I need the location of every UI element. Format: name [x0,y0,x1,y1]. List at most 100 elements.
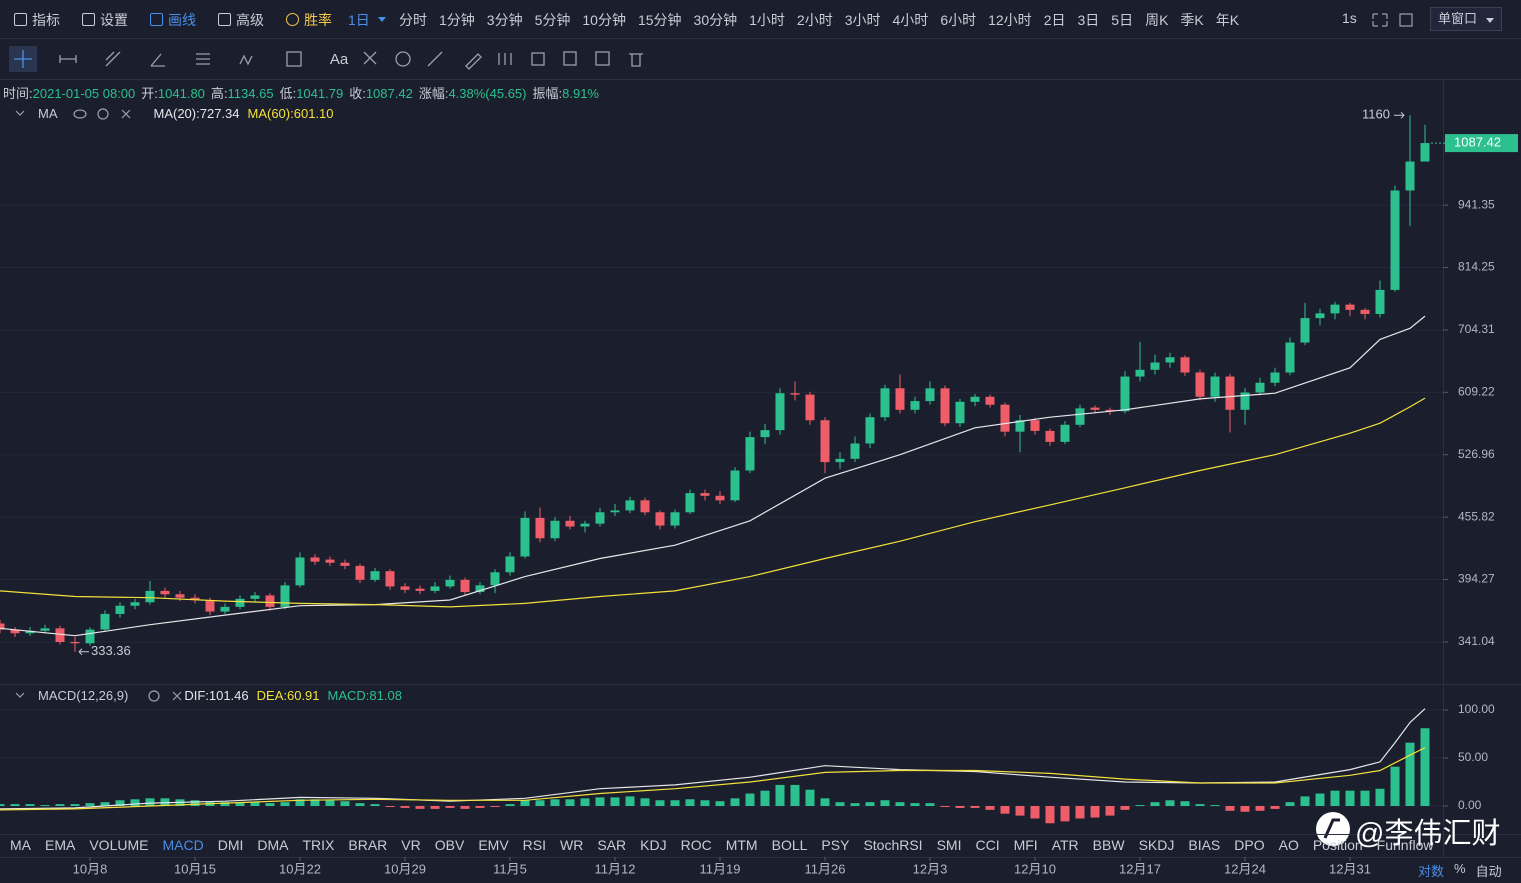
candle-body [430,586,440,591]
indicator-tab[interactable]: TRIX [302,837,335,853]
angle-tool[interactable] [150,53,165,67]
indicator-tab[interactable]: DMA [257,837,289,853]
indicator-tab[interactable]: BIAS [1188,837,1221,853]
tool-button[interactable]: 设置 [82,10,128,30]
indicator-tab[interactable]: BOLL [771,837,808,853]
macd-bar [85,803,95,807]
period-button[interactable]: 3小时 [844,12,881,28]
copy-tool[interactable] [563,51,577,66]
indicator-tab[interactable]: ROC [680,837,712,853]
settings-icon[interactable] [97,108,109,120]
popout-icon[interactable] [1399,13,1413,27]
period-button[interactable]: 3分钟 [486,12,523,28]
period-button[interactable]: 2日 [1043,12,1066,28]
brush-tool[interactable] [465,53,482,70]
indicator-tab[interactable]: SKDJ [1138,837,1175,853]
indicator-tab[interactable]: MFI [1013,837,1038,853]
period-button[interactable]: 5分钟 [534,12,571,28]
settings-icon[interactable] [148,690,160,702]
period-button[interactable]: 分时 [399,12,427,28]
period-button[interactable]: 30分钟 [693,12,738,28]
x-tick-label: 12月31 [1329,861,1371,876]
collapse-icon[interactable] [15,692,25,698]
indicator-tab[interactable]: MACD [162,837,204,853]
indicator-tab[interactable]: EMV [478,837,509,853]
indicator-tab[interactable]: StochRSI [863,837,923,853]
hide-tool[interactable] [595,51,610,66]
text-tool[interactable]: Aa [330,51,349,68]
candle-body [1210,376,1220,397]
macd-bar [910,803,920,807]
indicator-tab[interactable]: MA [10,837,31,853]
period-button[interactable]: 季K [1180,12,1204,28]
indicator-tab[interactable]: ATR [1051,837,1079,853]
period-button[interactable]: 4小时 [892,12,929,28]
axis-mode[interactable]: % [1454,861,1466,876]
collapse-icon[interactable] [15,110,25,116]
indicator-tab[interactable]: BBW [1092,837,1125,853]
speed[interactable]: 1s [1342,10,1357,26]
macd-bar [1120,806,1130,810]
period-button[interactable]: 15分钟 [637,12,682,28]
indicator-tab[interactable]: PSY [821,837,850,853]
indicator-tab[interactable]: DMI [217,837,244,853]
macd-bar [355,803,365,807]
period-button[interactable]: 1小时 [749,12,785,28]
period-button[interactable]: 5日 [1111,12,1134,28]
measure-tool[interactable] [427,51,443,67]
period-button[interactable]: 6小时 [940,12,977,28]
close-icon[interactable] [172,691,182,701]
indicator-tab[interactable]: VR [401,837,421,853]
window-select[interactable]: 单窗口 [1430,7,1502,31]
period-button[interactable]: 2小时 [796,12,833,28]
indicator-tab[interactable]: WR [560,837,584,853]
macd-bar [700,800,710,807]
x-tick-label: 11月5 [493,861,527,876]
delete-tool[interactable] [629,53,643,67]
macd-bar [595,797,605,807]
tool-button[interactable]: 画线 [150,10,196,30]
eye-icon[interactable] [73,109,87,119]
pattern-tool[interactable] [363,51,377,65]
drawing-tools[interactable] [9,46,643,72]
tool-button[interactable]: 指标 [14,10,60,30]
crosshair-tool[interactable] [14,50,32,68]
fullscreen-icon[interactable] [1372,13,1388,27]
channel-tool[interactable] [196,53,210,65]
close-icon[interactable] [121,109,131,119]
indicator-tab[interactable]: AO [1278,837,1299,853]
magnet-tool[interactable] [395,51,411,67]
period-button[interactable]: 10分钟 [582,12,626,28]
tool-button[interactable]: 高级 [218,10,264,30]
indicator-tab[interactable]: DPO [1234,837,1265,853]
tool-button[interactable]: 胜率 [286,10,332,30]
indicator-tab[interactable]: BRAR [348,837,388,853]
indicator-tab[interactable]: EMA [45,837,76,853]
wave-tool[interactable] [239,54,253,66]
indicator-tab[interactable]: KDJ [640,837,667,853]
axis-mode[interactable]: 对数 [1418,864,1445,879]
period-button[interactable]: 年K [1215,12,1240,28]
indicator-tab[interactable]: OBV [434,837,465,853]
period-select[interactable]: 1日 [348,10,386,30]
period-button[interactable]: 1分钟 [439,12,475,28]
line-tool[interactable] [105,51,121,67]
indicator-tab[interactable]: RSI [522,837,547,853]
axis-mode[interactable]: 自动 [1475,864,1502,879]
candle-tool[interactable] [498,53,512,65]
indicator-tab[interactable]: Funnflow [1376,837,1434,853]
ruler-tool[interactable] [59,55,77,63]
indicator-tab[interactable]: SAR [597,837,627,853]
period-button[interactable]: 12小时 [988,12,1032,28]
indicator-tab[interactable]: Position [1312,837,1363,853]
period-button[interactable]: 3日 [1077,12,1100,28]
period-button[interactable]: 周K [1145,12,1169,28]
shape-tool[interactable] [286,51,302,67]
indicator-tab[interactable]: SMI [936,837,962,853]
indicator-tab[interactable]: VOLUME [89,837,149,853]
lock-tool[interactable] [531,52,545,66]
indicator-tab[interactable]: CCI [975,837,1000,853]
macd-bar [1030,806,1040,819]
indicator-tab[interactable]: MTM [725,837,758,853]
macd-bar [985,806,995,810]
